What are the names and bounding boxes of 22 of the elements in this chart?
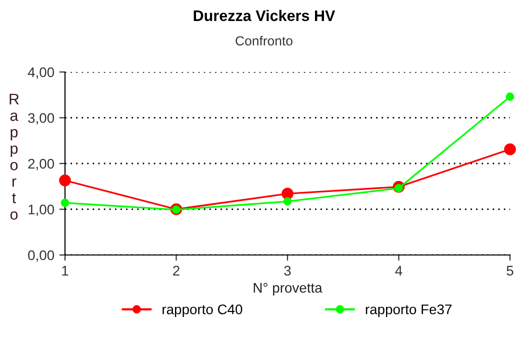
x-tick-label: 2 xyxy=(173,266,180,276)
legend-label: rapporto Fe37 xyxy=(366,304,452,318)
chart-title: Durezza Vickers HV xyxy=(194,10,336,22)
point xyxy=(59,174,71,186)
chart-subtitle: Confronto xyxy=(236,36,292,46)
point xyxy=(506,92,514,101)
x-tick-label: 1 xyxy=(62,266,68,276)
x-tick-label: 4 xyxy=(395,266,402,276)
x-tick-label: 5 xyxy=(506,266,514,276)
y-tick-label: 3,00 xyxy=(28,113,54,125)
point xyxy=(504,143,516,156)
y-axis-title: Rapporto xyxy=(10,94,19,220)
point xyxy=(60,198,70,208)
y-tick-label: 4,00 xyxy=(28,67,54,79)
x-tick-label: 3 xyxy=(284,266,291,276)
point xyxy=(283,197,292,206)
y-tick-label: 1,00 xyxy=(28,204,54,216)
legend-label: rapporto C40 xyxy=(162,304,242,318)
y-tick-label: 0,00 xyxy=(28,250,54,262)
x-axis-title: N° provetta xyxy=(254,282,322,296)
y-tick-label: 2,00 xyxy=(28,158,54,170)
point xyxy=(282,188,294,200)
